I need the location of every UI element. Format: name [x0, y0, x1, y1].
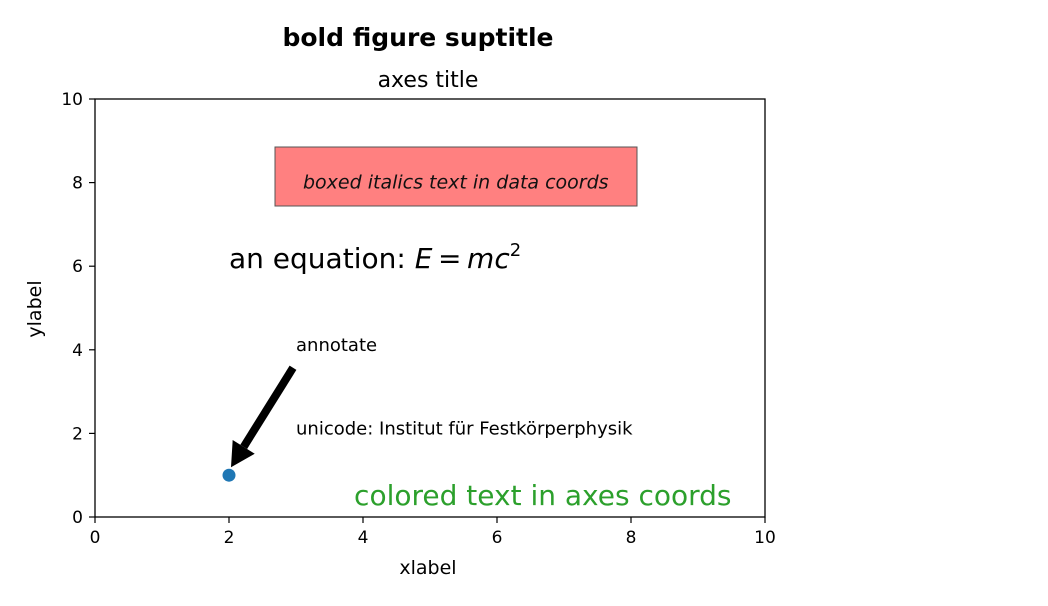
y-tick-label: 8 [72, 174, 83, 194]
x-tick-label: 6 [492, 528, 503, 548]
chart-title: axes title [378, 68, 479, 93]
annotation-text: annotate [296, 335, 377, 356]
x-tick-label: 10 [754, 528, 776, 548]
y-axis-label: ylabel [24, 280, 46, 337]
y-tick-label: 2 [72, 424, 83, 444]
x-axis-label: xlabel [399, 557, 456, 579]
annotation-arrow-shaft [240, 365, 297, 449]
plot-frame [94, 98, 766, 518]
x-tick-label: 2 [224, 528, 235, 548]
y-tick-label: 4 [72, 341, 83, 361]
y-tick-label: 0 [72, 508, 83, 528]
chart-suptitle: bold figure suptitle [282, 23, 553, 52]
boxed-text: boxed italics text in data coords [303, 172, 609, 194]
plot-area: 0 2 4 6 8 10 0 2 4 6 8 10 boxed italics text in data… [61, 90, 775, 548]
x-tick-label: 4 [358, 528, 369, 548]
unicode-text: unicode: Institut für Festkörperphysik [296, 418, 633, 439]
equation-text: an equation: E = mc2 [229, 240, 521, 275]
annotation-arrow-head [231, 439, 255, 468]
x-tick-label: 8 [626, 528, 637, 548]
x-tick-label: 0 [90, 528, 101, 548]
boxed-text-box [274, 146, 638, 207]
data-point [222, 468, 236, 482]
y-tick-label: 6 [72, 257, 83, 277]
colored-text: colored text in axes coords [354, 479, 731, 512]
y-tick-label: 10 [61, 90, 83, 110]
